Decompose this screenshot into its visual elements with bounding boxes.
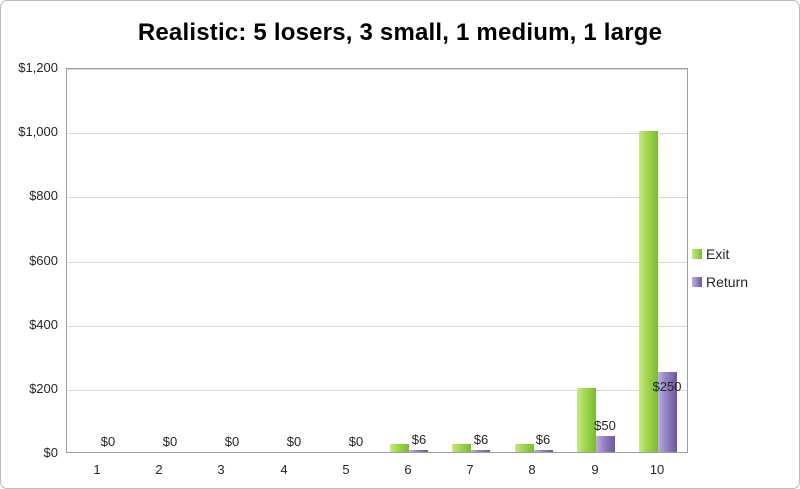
gridline	[67, 133, 687, 134]
data-label: $6	[411, 432, 427, 447]
y-tick-label: $800	[29, 188, 58, 203]
x-tick-label: 5	[342, 462, 350, 477]
legend-swatch-return	[692, 277, 702, 287]
data-label: $6	[473, 432, 489, 447]
legend-label-exit: Exit	[706, 246, 730, 262]
chart-title: Realistic: 5 losers, 3 small, 1 medium, …	[137, 19, 663, 46]
x-tick-label: 3	[217, 462, 225, 477]
gridline	[67, 326, 687, 327]
bar-exit-8	[515, 444, 534, 452]
data-label: $0	[348, 434, 364, 449]
legend-label-return: Return	[706, 274, 749, 290]
y-tick-label: $0	[43, 445, 58, 460]
y-tick-label: $1,200	[18, 60, 58, 75]
bar-return-7	[471, 450, 490, 452]
legend-item-return: Return	[692, 274, 748, 290]
y-tick-label: $400	[29, 317, 58, 332]
bar-exit-6	[390, 444, 409, 452]
plot-area: $0 $0 $0 $0 $0 $6 $6 $6 $50 $250	[66, 68, 688, 453]
data-label: $250	[652, 379, 682, 394]
bar-exit-10	[639, 131, 658, 452]
y-tick-label: $1,000	[18, 124, 58, 139]
bar-return-6	[409, 450, 428, 452]
gridline	[67, 262, 687, 263]
gridline	[67, 197, 687, 198]
x-tick-label: 2	[155, 462, 163, 477]
legend: Exit Return	[692, 246, 748, 302]
legend-swatch-exit	[692, 249, 702, 259]
bar-return-9	[596, 436, 615, 452]
data-label: $6	[535, 432, 551, 447]
x-tick-label: 10	[649, 462, 665, 477]
x-tick-label: 7	[466, 462, 474, 477]
x-tick-label: 4	[280, 462, 288, 477]
data-label: $0	[100, 434, 116, 449]
legend-item-exit: Exit	[692, 246, 748, 262]
gridline	[67, 390, 687, 391]
data-label: $0	[286, 434, 302, 449]
bar-exit-7	[452, 444, 471, 452]
data-label: $0	[224, 434, 240, 449]
gridline	[67, 69, 687, 70]
x-tick-label: 9	[591, 462, 599, 477]
x-tick-label: 6	[404, 462, 412, 477]
y-tick-label: $200	[29, 381, 58, 396]
data-label: $0	[162, 434, 178, 449]
x-tick-label: 1	[93, 462, 101, 477]
bar-exit-9	[577, 388, 596, 452]
bar-return-8	[534, 450, 553, 452]
y-tick-label: $600	[29, 253, 58, 268]
data-label: $50	[594, 418, 616, 433]
bar-return-10	[658, 372, 677, 452]
x-tick-label: 8	[528, 462, 536, 477]
